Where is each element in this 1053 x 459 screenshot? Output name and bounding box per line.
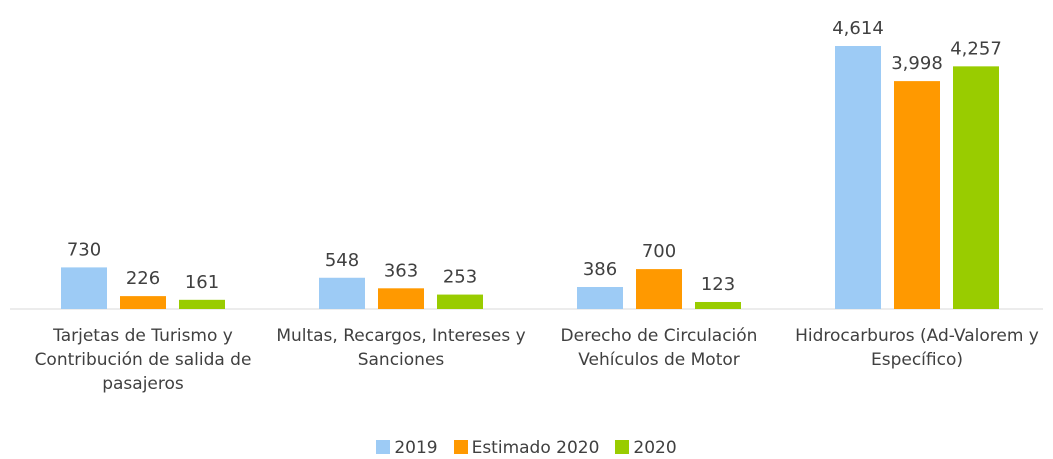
x-tick-label: Hidrocarburos (Ad-Valorem y Específico) (795, 326, 1039, 370)
data-label: 4,614 (832, 18, 884, 39)
data-label: 363 (384, 260, 418, 281)
legend-item: Estimado 2020 (453, 438, 600, 458)
bar (61, 267, 107, 309)
bar (695, 301, 741, 309)
data-label: 730 (67, 239, 101, 260)
bar (319, 277, 365, 309)
legend-swatch (376, 440, 391, 454)
legend-swatch (453, 440, 468, 454)
bar (953, 66, 999, 309)
legend-label: Estimado 2020 (471, 438, 600, 458)
data-label: 226 (126, 268, 160, 289)
legend-label: 2020 (633, 438, 677, 458)
legend-label: 2019 (394, 438, 438, 458)
data-label: 161 (185, 272, 219, 293)
x-tick-label: Derecho de Circulación Vehículos de Moto… (560, 326, 758, 370)
data-label: 4,257 (950, 38, 1002, 59)
bar (120, 296, 166, 309)
bar (378, 288, 424, 309)
legend-item: 2020 (615, 438, 677, 458)
bar (577, 286, 623, 309)
data-label: 123 (701, 274, 735, 295)
bar (179, 299, 225, 309)
x-tick-label: Tarjetas de Turismo y Contribución de sa… (34, 326, 252, 394)
data-label: 3,998 (891, 53, 943, 74)
bar (636, 269, 682, 309)
bar (835, 46, 881, 309)
legend-swatch (615, 440, 630, 454)
legend-item: 2019 (376, 438, 438, 458)
data-label: 253 (443, 267, 477, 288)
legend: 2019 Estimado 2020 2020 (0, 438, 1053, 458)
bar (894, 81, 940, 309)
data-label: 700 (642, 241, 676, 262)
data-label: 548 (325, 250, 359, 271)
x-tick-label: Multas, Recargos, Intereses y Sanciones (276, 326, 526, 370)
data-label: 386 (583, 259, 617, 280)
bar (437, 294, 483, 309)
